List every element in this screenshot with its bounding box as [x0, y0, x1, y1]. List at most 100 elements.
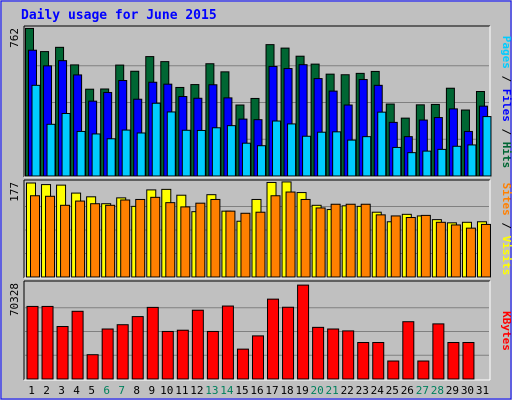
x-tick-label-day-1: 1 [28, 384, 35, 397]
kbytes-bar-day-2 [41, 305, 54, 380]
x-tick-label-day-31: 31 [476, 384, 489, 397]
pages-bar-day-7 [121, 129, 131, 177]
sites-bar-day-30 [465, 227, 476, 278]
kbytes-bar-day-29 [447, 342, 460, 380]
x-tick-label-day-28: 28 [431, 384, 444, 397]
sites-bar-day-6 [105, 204, 116, 278]
pages-bar-day-18 [287, 123, 297, 177]
x-tick-label-day-6: 6 [103, 384, 110, 397]
x-tick-label-day-8: 8 [133, 384, 140, 397]
pages-bar-day-4 [76, 130, 86, 177]
pages-bar-day-2 [46, 123, 56, 177]
x-tick-label-day-30: 30 [461, 384, 474, 397]
x-tick-label-day-16: 16 [250, 384, 263, 397]
sites-bar-day-16 [255, 211, 266, 278]
kbytes-bar-day-15 [236, 348, 249, 380]
sites-bar-day-13 [210, 198, 221, 278]
pages-bar-day-10 [166, 111, 176, 177]
kbytes-bar-day-13 [206, 330, 219, 380]
x-tick-label-day-3: 3 [58, 384, 65, 397]
kbytes-bar-day-3 [56, 326, 69, 380]
kbytes-bar-day-22 [342, 330, 355, 380]
sites-bar-day-19 [300, 198, 311, 278]
sites-bar-day-9 [150, 196, 161, 278]
x-tick-label-day-2: 2 [43, 384, 50, 397]
x-tick-label-day-18: 18 [280, 384, 293, 397]
sites-bar-day-24 [375, 214, 386, 278]
sites-bar-day-10 [165, 202, 176, 278]
x-tick-label-day-24: 24 [371, 384, 385, 397]
x-tick-label-day-23: 23 [356, 384, 369, 397]
sites-bar-day-2 [45, 195, 56, 278]
sites-bar-day-25 [390, 215, 401, 278]
pages-bar-day-20 [317, 131, 327, 177]
sites-bar-day-20 [315, 207, 326, 278]
pages-bar-day-15 [241, 142, 251, 177]
kbytes-bar-day-5 [86, 354, 99, 380]
kbytes-bar-day-7 [116, 324, 129, 380]
pages-bar-day-3 [61, 112, 71, 177]
sites-bar-day-1 [30, 195, 40, 278]
series-label-separator: / [500, 216, 512, 236]
kbytes-bar-day-4 [71, 310, 84, 380]
x-tick-label-day-10: 10 [160, 384, 173, 397]
pages-bar-day-21 [332, 131, 342, 177]
pages-bar-day-29 [452, 145, 462, 177]
series-label-sites: Sites [500, 183, 512, 216]
x-tick-label-day-11: 11 [175, 384, 188, 397]
panel-1-series-label: Pages / Files / Hits [500, 36, 512, 169]
pages-bar-day-19 [302, 135, 312, 177]
kbytes-bar-day-30 [462, 342, 475, 380]
x-tick-label-day-12: 12 [190, 384, 203, 397]
series-label-files: Files [500, 89, 512, 122]
pages-bar-day-23 [362, 136, 372, 177]
panel-2-y-max-label: 177 [8, 182, 21, 202]
sites-bar-day-4 [75, 200, 86, 278]
pages-bar-day-28 [437, 148, 447, 177]
x-tick-label-day-14: 14 [220, 384, 234, 397]
pages-bar-day-24 [377, 111, 387, 177]
sites-bar-day-27 [420, 214, 431, 278]
sites-bar-day-12 [195, 202, 206, 278]
panel-3-series-label: KBytes [500, 311, 512, 351]
kbytes-bar-day-11 [176, 329, 189, 380]
kbytes-bar-day-24 [372, 342, 385, 380]
x-tick-label-day-17: 17 [265, 384, 278, 397]
panel-3-y-max-label: 70328 [8, 283, 21, 316]
sites-bar-day-23 [360, 203, 371, 278]
series-label-pages: Pages [500, 36, 512, 69]
kbytes-bar-day-10 [161, 330, 174, 380]
kbytes-bar-day-9 [146, 306, 159, 380]
kbytes-bar-day-16 [251, 335, 264, 380]
kbytes-bar-day-14 [221, 305, 234, 380]
pages-bar-day-8 [136, 132, 146, 177]
x-tick-label-day-13: 13 [205, 384, 218, 397]
sites-bar-day-14 [225, 210, 236, 278]
sites-bar-day-22 [345, 203, 356, 278]
panel-2-series-label: Sites / Visits [500, 183, 512, 276]
panel-2: 177 Sites / Visits [8, 179, 512, 279]
pages-bar-day-31 [482, 116, 492, 177]
sites-bar-day-21 [330, 203, 341, 278]
kbytes-bar-day-28 [432, 323, 445, 380]
x-axis-labels: 1 2 3 4 5 6 7 8 9 10 11 12 13 14 15 16 17 18 19 20 21 22 23 24 2… [28, 384, 489, 397]
pages-bar-day-25 [392, 146, 402, 177]
sites-bar-day-11 [180, 206, 191, 278]
sites-bar-day-3 [60, 204, 71, 278]
x-tick-label-day-27: 27 [416, 384, 429, 397]
x-tick-label-day-21: 21 [326, 384, 339, 397]
kbytes-bar-day-21 [327, 328, 340, 380]
sites-bar-day-31 [480, 223, 491, 278]
kbytes-bar-day-27 [417, 360, 430, 380]
x-tick-label-day-26: 26 [401, 384, 414, 397]
chart-title: Daily usage for June 2015 [21, 8, 217, 23]
kbytes-bar-day-26 [402, 321, 415, 380]
kbytes-bar-day-12 [191, 309, 204, 380]
x-tick-label-day-25: 25 [386, 384, 399, 397]
kbytes-bar-day-20 [312, 326, 325, 380]
x-tick-label-day-20: 20 [311, 384, 324, 397]
x-tick-label-day-29: 29 [446, 384, 459, 397]
x-tick-label-day-4: 4 [73, 384, 80, 397]
sites-bar-day-18 [285, 191, 296, 278]
